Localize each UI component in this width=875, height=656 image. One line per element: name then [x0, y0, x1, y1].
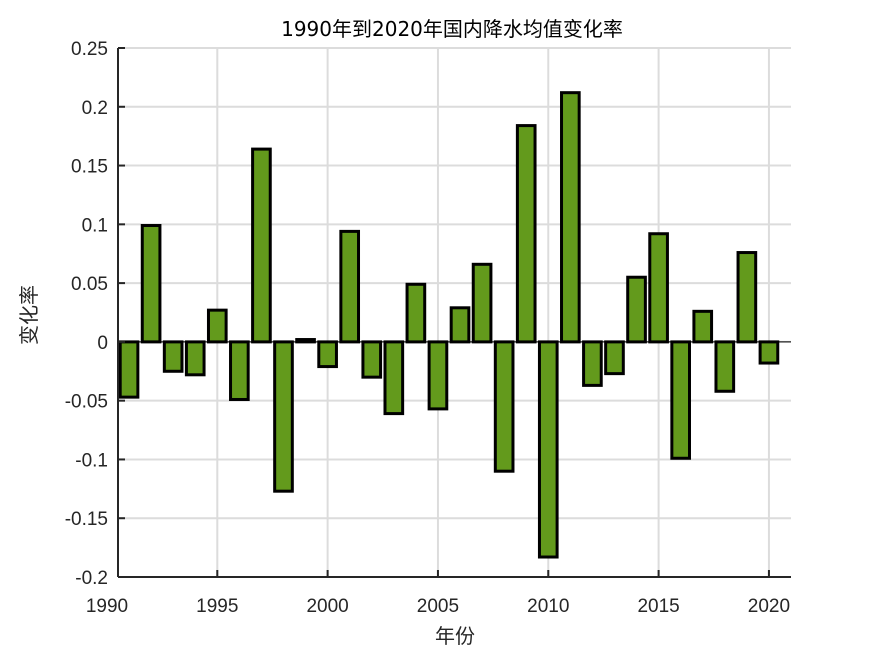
bar-2006 [449, 306, 471, 344]
x-tick-label: 2000 [306, 596, 348, 617]
bar-2001 [339, 229, 361, 344]
bar-2012 [582, 340, 603, 387]
bar-2013 [604, 340, 625, 376]
bar-2017 [692, 309, 714, 344]
chart-title: 1990年到2020年国内降水均值变化率 [281, 17, 623, 41]
bar-2008 [493, 340, 515, 473]
bar-2015 [648, 232, 669, 344]
y-tick-label: -0.15 [65, 509, 108, 530]
axes [117, 47, 791, 578]
bar-1993 [162, 340, 184, 373]
x-tick-label: 1990 [86, 596, 128, 617]
bar-1997 [251, 147, 272, 344]
x-axis-label: 年份 [435, 624, 475, 648]
bars [118, 91, 780, 559]
bar-2009 [515, 124, 537, 344]
bar-2020 [758, 340, 780, 365]
x-tick-label: 2020 [748, 596, 790, 617]
bar-2004 [405, 282, 427, 344]
x-tick-label: 2010 [527, 596, 569, 617]
bar-2007 [471, 262, 493, 344]
bar-2005 [427, 340, 449, 411]
bar-1998 [273, 340, 294, 493]
y-tick-label: 0.15 [71, 157, 108, 178]
bar-2011 [560, 91, 581, 344]
y-tick-label: 0 [97, 333, 108, 354]
y-tick-label: 0.25 [71, 39, 108, 60]
y-tick-label: 0.05 [71, 274, 108, 295]
bar-2016 [670, 340, 691, 460]
y-tick-label: -0.05 [65, 392, 108, 413]
bar-2019 [736, 251, 758, 344]
bar-2003 [383, 340, 405, 416]
bar-1994 [184, 340, 206, 377]
bar-1992 [140, 224, 162, 344]
bar-1995 [206, 308, 228, 344]
x-tick-label: 2015 [637, 596, 679, 617]
y-tick-label: 0.1 [82, 215, 108, 236]
x-tick-label: 2005 [417, 596, 459, 617]
y-tick-label: 0.2 [82, 98, 108, 119]
bar-2014 [626, 275, 647, 344]
bar-2018 [714, 340, 736, 393]
y-tick-label: -0.2 [75, 568, 108, 589]
bar-2002 [361, 340, 383, 379]
tick-labels: 0.25 0.2 0.15 0.1 0.05 0 -0.05 -0.1 -0.15 -0.2 199… [65, 39, 790, 617]
bar-1991 [118, 340, 140, 399]
bar-2000 [317, 340, 338, 369]
bar-2010 [537, 340, 559, 559]
y-tick-label: -0.1 [75, 450, 108, 471]
bar-1996 [229, 340, 250, 401]
x-tick-label: 1995 [196, 596, 238, 617]
y-axis-label: 变化率 [17, 285, 41, 345]
